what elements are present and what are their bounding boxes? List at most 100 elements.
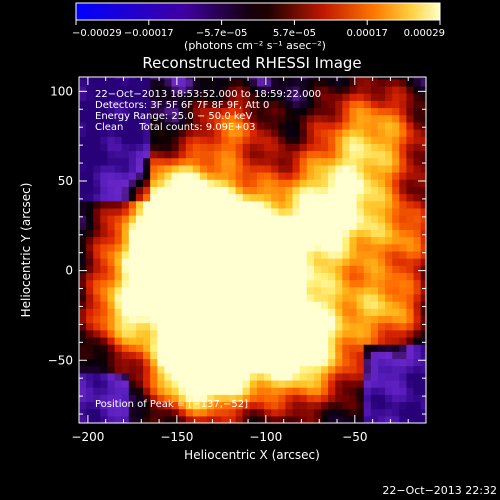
heatmap-cell — [93, 415, 101, 423]
heatmap-cell — [306, 229, 315, 238]
heatmap-cell — [221, 157, 230, 166]
heatmap-cell — [328, 172, 336, 180]
heatmap-cell — [164, 150, 173, 159]
heatmap-cell — [328, 186, 336, 195]
heatmap-cell — [207, 229, 215, 238]
heatmap-cell — [242, 136, 251, 144]
heatmap-cell — [79, 179, 87, 187]
heatmap-cell — [420, 93, 426, 101]
heatmap-cell — [278, 222, 287, 230]
heatmap-cell — [356, 408, 365, 417]
heatmap-cell — [264, 243, 272, 252]
colorbar-tick-label: 0.00017 — [347, 28, 388, 39]
heatmap-cell — [321, 387, 329, 395]
heatmap-cell — [235, 136, 244, 144]
heatmap-cell — [342, 272, 351, 281]
heatmap-cell — [356, 100, 365, 109]
heatmap-cell — [342, 315, 351, 324]
heatmap-cell — [228, 394, 237, 403]
heatmap-cell — [249, 351, 258, 360]
heatmap-cell — [228, 193, 237, 202]
heatmap-cell — [150, 365, 158, 374]
heatmap-cell — [157, 322, 166, 331]
heatmap-cell — [363, 344, 372, 352]
heatmap-cell — [93, 372, 101, 381]
heatmap-cell — [249, 164, 258, 173]
heatmap-cell — [143, 93, 151, 101]
heatmap-cell — [321, 394, 329, 403]
heatmap-cell — [100, 258, 109, 266]
heatmap-cell — [100, 157, 109, 166]
heatmap-cell — [321, 250, 329, 259]
heatmap-cell — [164, 179, 173, 187]
heatmap-cell — [242, 200, 251, 209]
heatmap-cell — [214, 77, 222, 80]
heatmap-cell — [79, 394, 87, 403]
heatmap-cell — [363, 179, 372, 187]
heatmap-cell — [185, 236, 194, 245]
heatmap-cell — [157, 114, 166, 123]
heatmap-cell — [356, 336, 365, 345]
heatmap-cell — [271, 279, 279, 288]
heatmap-cell — [256, 293, 265, 302]
heatmap-cell — [292, 114, 301, 123]
heatmap-cell — [292, 401, 301, 410]
heatmap-cell — [256, 286, 265, 295]
heatmap-cell — [370, 322, 379, 331]
heatmap-cell — [285, 293, 294, 302]
heatmap-cell — [242, 78, 251, 87]
heatmap-cell — [313, 236, 322, 245]
heatmap-cell — [278, 136, 287, 144]
heatmap-cell — [385, 179, 393, 187]
heatmap-cell — [143, 200, 151, 209]
heatmap-cell — [299, 286, 308, 295]
heatmap-cell — [228, 272, 237, 281]
heatmap-cell — [321, 215, 329, 223]
heatmap-cell — [128, 408, 137, 417]
heatmap-cell — [143, 351, 151, 360]
heatmap-cell — [264, 77, 272, 80]
heatmap-cell — [285, 379, 294, 388]
heatmap-cell — [235, 164, 244, 173]
heatmap-cell — [385, 372, 393, 381]
heatmap-cell — [356, 179, 365, 187]
heatmap-cell — [86, 215, 94, 223]
heatmap-cell — [207, 78, 215, 87]
heatmap-cell — [256, 121, 265, 130]
heatmap-cell — [335, 200, 343, 209]
heatmap-cell — [214, 336, 222, 345]
heatmap-cell — [107, 172, 116, 180]
heatmap-cell — [164, 308, 173, 317]
heatmap-cell — [242, 93, 251, 101]
heatmap-cell — [150, 265, 158, 274]
heatmap-cell — [299, 77, 308, 80]
heatmap-cell — [86, 157, 94, 166]
heatmap-cell — [171, 344, 180, 352]
heatmap-cell — [221, 100, 230, 109]
heatmap-cell — [264, 121, 272, 130]
heatmap-cell — [299, 186, 308, 195]
heatmap-cell — [385, 77, 393, 80]
heatmap-cell — [249, 93, 258, 101]
heatmap-cell — [399, 344, 408, 352]
heatmap-cell — [321, 207, 329, 216]
heatmap-cell — [128, 200, 137, 209]
heatmap-cell — [93, 336, 101, 345]
heatmap-cell — [200, 121, 208, 130]
heatmap-cell — [235, 372, 244, 381]
heatmap-cell — [328, 329, 336, 338]
heatmap-cell — [114, 351, 123, 360]
heatmap-cell — [349, 128, 358, 137]
heatmap-cell — [306, 186, 315, 195]
heatmap-cell — [306, 179, 315, 187]
heatmap-cell — [100, 250, 109, 259]
heatmap-cell — [406, 78, 415, 87]
heatmap-cell — [164, 143, 173, 152]
heatmap-cell — [178, 358, 187, 367]
heatmap-cell — [313, 222, 322, 230]
heatmap-cell — [306, 200, 315, 209]
heatmap-cell — [385, 358, 393, 367]
heatmap-cell — [143, 415, 151, 423]
heatmap-cell — [164, 77, 173, 80]
heatmap-cell — [86, 128, 94, 137]
